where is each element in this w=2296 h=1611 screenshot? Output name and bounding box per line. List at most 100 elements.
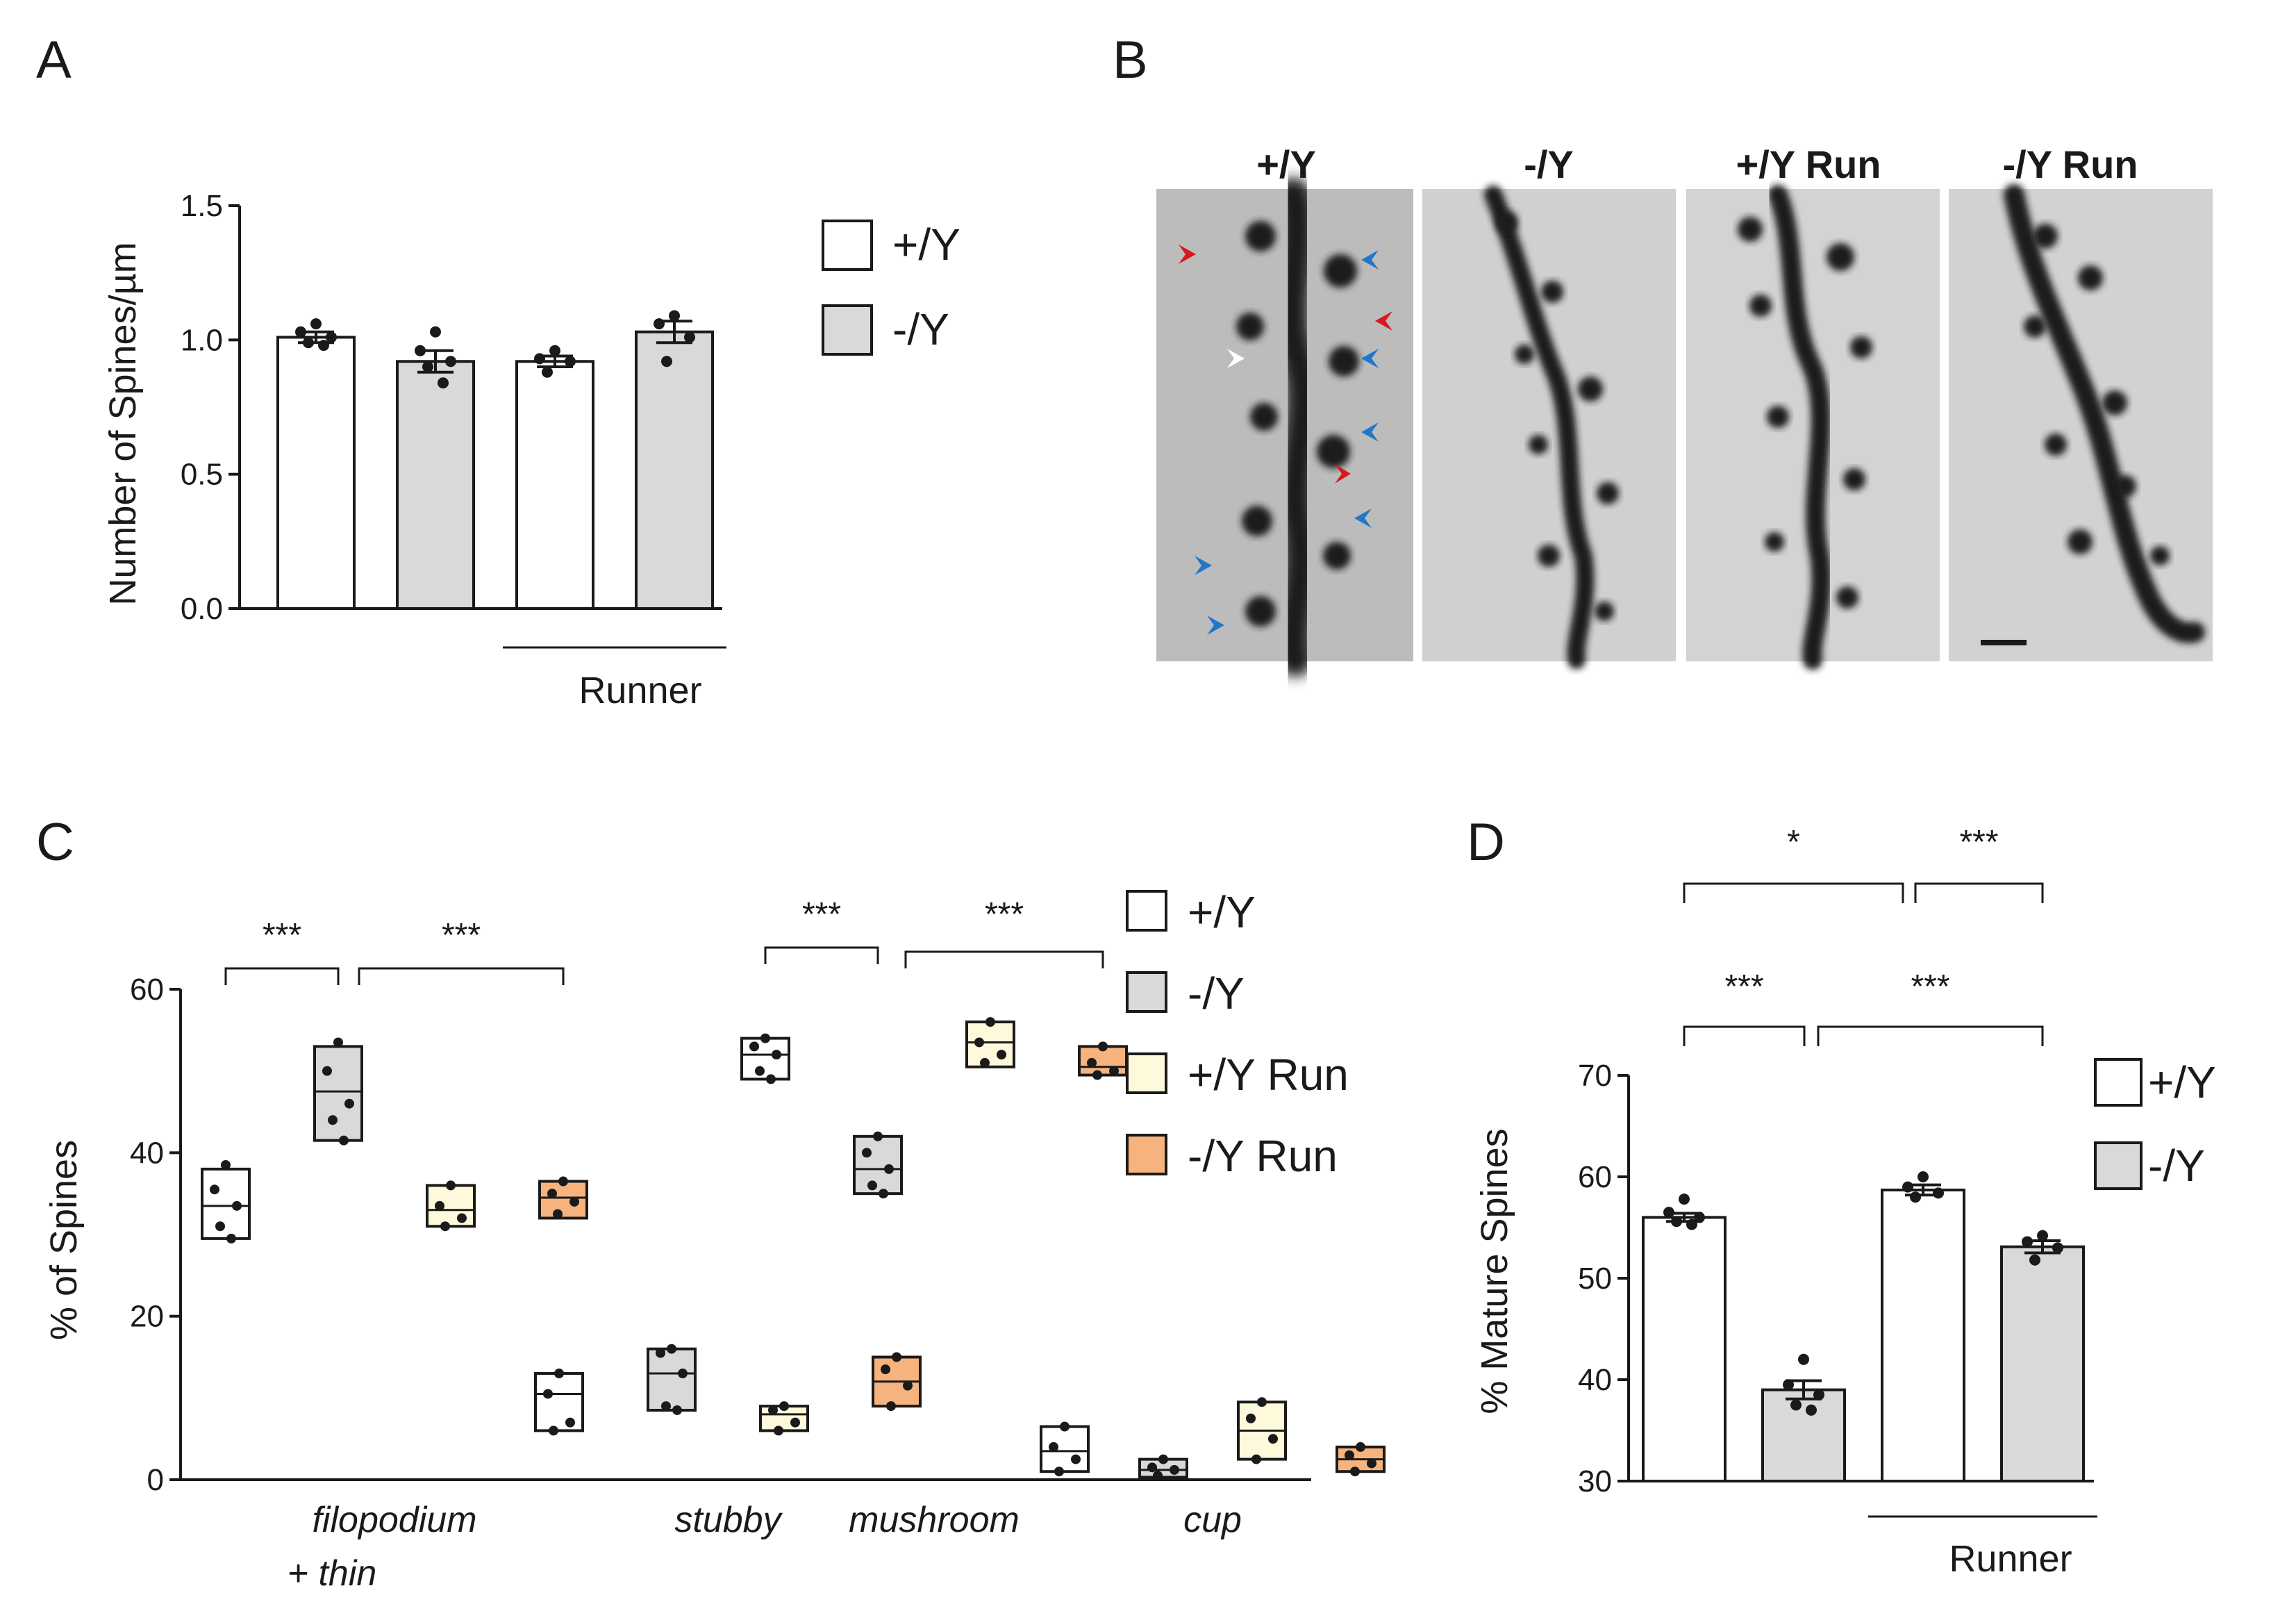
panel-c-data-point bbox=[1087, 1057, 1097, 1068]
panel-c-data-point bbox=[210, 1184, 219, 1195]
panel-c-box bbox=[201, 1167, 251, 1240]
panel-c-y-tick-label: 20 bbox=[130, 1300, 164, 1334]
arrowhead-blue-icon bbox=[1195, 556, 1212, 575]
panel-a-bar bbox=[396, 360, 475, 610]
panel-a-data-point bbox=[684, 331, 695, 343]
panel-a-data-point bbox=[295, 326, 306, 338]
panel-c-data-point bbox=[558, 1176, 568, 1187]
legend-d-label-ko: -/Y bbox=[2148, 1141, 2205, 1191]
panel-d-data-point bbox=[2022, 1236, 2033, 1248]
panel-c-data-point bbox=[1049, 1441, 1058, 1452]
panel-c-data-point bbox=[1153, 1471, 1163, 1481]
panel-c-box bbox=[426, 1184, 476, 1228]
panel-c-data-point bbox=[1060, 1421, 1070, 1432]
arrowhead-red-icon bbox=[1179, 245, 1196, 264]
panel-c-category-filopodium-suffix: + thin bbox=[288, 1553, 377, 1594]
panel-a-bar bbox=[515, 360, 594, 610]
panel-a-runner-label: Runner bbox=[579, 670, 701, 711]
panel-c-data-point bbox=[766, 1074, 776, 1084]
panel-d-significance-label: *** bbox=[1959, 824, 1998, 861]
panel-c-category-label: mushroom bbox=[849, 1500, 1020, 1540]
panel-d-data-point bbox=[1918, 1171, 1929, 1182]
panel-a-y-axis-label: Number of Spines/µm bbox=[102, 242, 144, 605]
panel-c-data-point bbox=[226, 1233, 236, 1244]
panel-c-data-point bbox=[678, 1369, 688, 1379]
panel-c-data-point bbox=[1345, 1450, 1354, 1460]
panel-c-data-point bbox=[543, 1389, 553, 1399]
panel-d-significance-bracket bbox=[1683, 882, 1904, 903]
panel-d-y-tick-label: 70 bbox=[1578, 1059, 1612, 1093]
panel-c-box bbox=[740, 1036, 790, 1081]
arrowhead-red-icon bbox=[1335, 464, 1351, 484]
panel-c-significance-bracket bbox=[904, 950, 1104, 968]
panel-c-data-point bbox=[457, 1213, 467, 1223]
legend-d-swatch-wt bbox=[2094, 1058, 2143, 1107]
panel-c-y-tick-label: 60 bbox=[130, 973, 164, 1007]
panel-d-y-tick-label: 60 bbox=[1578, 1160, 1612, 1194]
panel-c-data-point bbox=[661, 1401, 671, 1412]
panel-a-data-point bbox=[654, 318, 665, 330]
panel-c-data-point bbox=[446, 1180, 456, 1191]
panel-c-significance-label: *** bbox=[985, 896, 1024, 933]
panel-c-y-tick-label: 40 bbox=[130, 1136, 164, 1170]
panel-c-data-point bbox=[232, 1200, 242, 1211]
panel-c-significance-bracket bbox=[224, 967, 340, 985]
panel-c-box bbox=[538, 1180, 588, 1220]
panel-d-runner-label: Runner bbox=[1949, 1538, 2072, 1580]
panel-c-data-point bbox=[672, 1405, 682, 1415]
panel-c-data-point bbox=[1251, 1454, 1261, 1464]
panel-c-data-point bbox=[333, 1037, 343, 1048]
legend-c-swatch-wt bbox=[1126, 890, 1167, 932]
panel-a-y-tick-label: 1.5 bbox=[181, 189, 223, 223]
panel-c-data-point bbox=[1356, 1441, 1365, 1452]
panel-c-data-point bbox=[768, 1405, 778, 1415]
panel-d-data-point bbox=[1910, 1191, 1921, 1203]
panel-a-data-point bbox=[565, 356, 576, 367]
panel-a-legend: +/Y -/Y bbox=[822, 220, 960, 356]
panel-c-significance-bracket bbox=[764, 946, 879, 964]
panel-c-data-point bbox=[328, 1115, 338, 1125]
panel-c-data-point bbox=[656, 1348, 665, 1358]
panel-c-data-point bbox=[1158, 1454, 1168, 1464]
panel-d-bar bbox=[2000, 1245, 2085, 1482]
panel-c-data-point bbox=[1350, 1467, 1360, 1477]
panel-c-data-point bbox=[440, 1221, 450, 1232]
panel-c-data-point bbox=[903, 1380, 913, 1391]
panel-c-box bbox=[647, 1347, 697, 1412]
arrowhead-blue-icon bbox=[1361, 422, 1379, 442]
panel-d-bar bbox=[1881, 1188, 1965, 1482]
panel-a-bar bbox=[635, 330, 714, 610]
panel-a-data-point bbox=[445, 356, 456, 367]
panel-d-bar bbox=[1642, 1216, 1727, 1483]
panel-a-data-point bbox=[430, 326, 441, 338]
arrowhead-blue-icon bbox=[1207, 616, 1224, 635]
panel-a-data-point bbox=[326, 331, 337, 343]
panel-c-data-point bbox=[667, 1344, 676, 1354]
panel-a-data-point bbox=[415, 345, 426, 356]
panel-d-data-point bbox=[1663, 1207, 1674, 1218]
panel-a-data-point bbox=[669, 310, 680, 322]
panel-a-data-point bbox=[438, 377, 449, 389]
panel-c-box bbox=[965, 1021, 1015, 1068]
panel-c-data-point bbox=[215, 1221, 225, 1232]
panel-c-data-point bbox=[772, 1050, 781, 1060]
panel-c-category-label: filopodium bbox=[312, 1500, 476, 1540]
panel-c-data-point bbox=[997, 1050, 1006, 1060]
panel-c-data-point bbox=[774, 1426, 783, 1436]
panel-c-data-point bbox=[749, 1041, 759, 1052]
legend-c-label-ko-run: -/Y Run bbox=[1188, 1131, 1338, 1181]
arrowhead-blue-icon bbox=[1354, 509, 1372, 528]
arrowhead-blue-icon bbox=[1361, 349, 1379, 368]
panel-c-data-point bbox=[547, 1189, 557, 1199]
arrowhead-white-icon bbox=[1227, 349, 1245, 368]
panel-c-data-point bbox=[1268, 1434, 1278, 1444]
legend-c-swatch-wt-run bbox=[1126, 1052, 1167, 1094]
panel-c-data-point bbox=[879, 1189, 888, 1199]
legend-c-label-wt-run: +/Y Run bbox=[1188, 1050, 1349, 1100]
panel-c-data-point bbox=[1246, 1413, 1256, 1423]
panel-c-data-point bbox=[790, 1417, 800, 1428]
micrograph-ko-run bbox=[1949, 184, 2213, 661]
panel-c-data-point bbox=[553, 1209, 563, 1219]
legend-a-label-wt: +/Y bbox=[892, 220, 960, 270]
